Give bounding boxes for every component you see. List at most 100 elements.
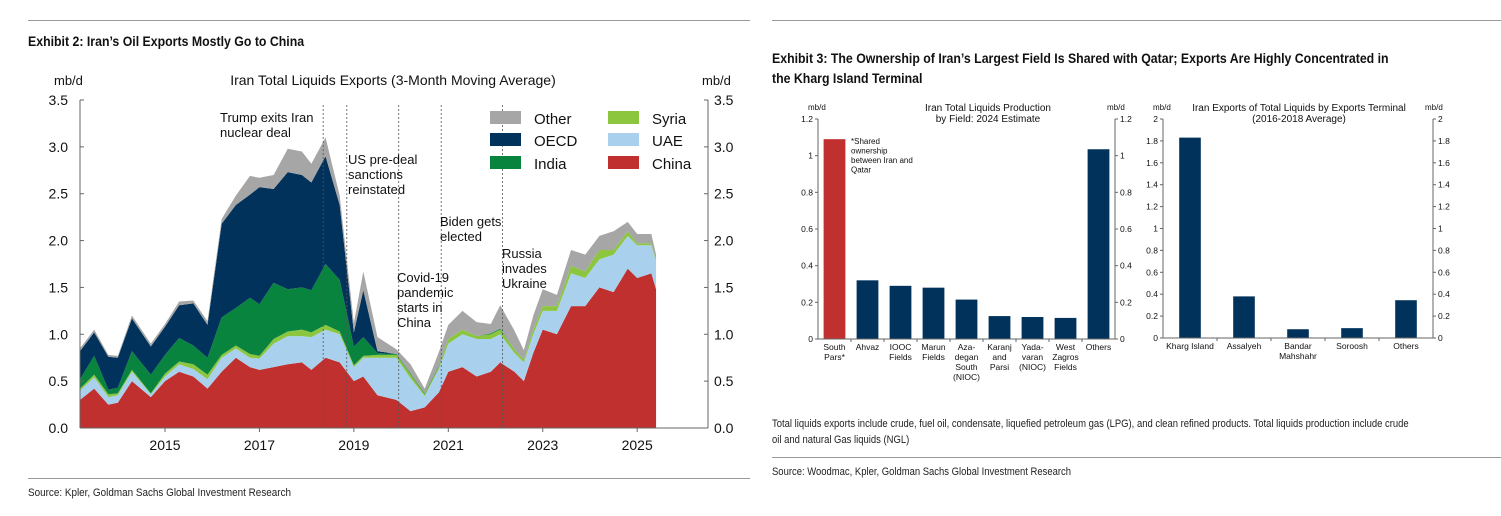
y-tick-label-right: 2 — [1438, 114, 1443, 124]
y-tick-label-left: 0.2 — [1146, 311, 1158, 321]
y-tick-label-left: 1.4 — [1146, 180, 1158, 190]
x-category-label: South — [955, 362, 977, 372]
y-tick-label-left: 0.8 — [1146, 245, 1158, 255]
x-category-label: Bandar — [1284, 341, 1312, 351]
y-tick-label-right: 0.8 — [1120, 187, 1132, 197]
area-other — [80, 137, 657, 394]
event-label: starts in — [397, 300, 443, 315]
y-tick-label-right: 0.0 — [714, 420, 734, 436]
legend-swatch-other — [490, 111, 521, 124]
y-tick-label-left: 1.6 — [1146, 158, 1158, 168]
y-axis-label-left: mb/d — [1153, 103, 1171, 112]
bar — [1287, 329, 1309, 338]
bar — [1021, 317, 1044, 339]
legend-label: China — [652, 156, 692, 173]
x-category-label: Marun — [921, 342, 945, 352]
x-category-label: Fields — [889, 352, 912, 362]
legend-swatch-china — [608, 156, 639, 169]
y-tick-label-right: 1.5 — [714, 279, 734, 295]
y-tick-label-right: 0.6 — [1120, 224, 1132, 234]
y-tick-label-right: 0.8 — [1438, 245, 1450, 255]
bar — [856, 280, 879, 339]
x-tick-label: 2021 — [433, 437, 464, 453]
legend-swatch-syria — [608, 111, 639, 124]
y-tick-label-left: 2.0 — [49, 233, 69, 249]
legend-label: India — [534, 156, 567, 173]
y-tick-label-right: 1.2 — [1438, 202, 1450, 212]
divider — [28, 20, 750, 21]
y-tick-label-left: 2.5 — [49, 186, 69, 202]
y-axis-label-left: mb/d — [808, 103, 826, 112]
y-axis-label-left: mb/d — [54, 73, 83, 88]
divider — [772, 457, 1501, 458]
legend-swatch-uae — [608, 133, 639, 146]
event-label: sanctions — [348, 167, 403, 182]
y-tick-label-right: 0.4 — [1438, 289, 1450, 299]
x-category-label: varan — [1022, 352, 1044, 362]
chart-title: Iran Exports of Total Liquids by Exports… — [1192, 103, 1406, 114]
y-tick-label-right: 0.6 — [1438, 267, 1450, 277]
x-category-label: IOOC — [890, 342, 912, 352]
exhibit3-note-line2: oil and natural Gas liquids (NGL) — [772, 434, 910, 446]
x-category-label: Parsi — [990, 362, 1009, 372]
y-tick-label-left: 1 — [1153, 224, 1158, 234]
y-tick-label-right: 2.0 — [714, 233, 734, 249]
exhibit3-note-line1: Total liquids exports include crude, fue… — [772, 418, 1409, 430]
y-tick-label-right: 0 — [1438, 333, 1443, 343]
y-tick-label-right: 1 — [1120, 151, 1125, 161]
area-syria — [80, 231, 657, 398]
legend-label: Syria — [652, 111, 687, 128]
y-axis-label-right: mb/d — [702, 73, 731, 88]
y-tick-label-right: 3.5 — [714, 92, 734, 108]
event-label: Ukraine — [502, 276, 547, 291]
chart-title: Iran Total Liquids Production — [925, 103, 1051, 114]
area-china — [80, 268, 657, 428]
x-category-label: Others — [1086, 342, 1112, 352]
bar — [889, 285, 912, 339]
bar — [823, 139, 846, 339]
bar — [1179, 137, 1201, 338]
annotation: *Shared — [851, 137, 880, 146]
y-tick-label-left: 3.5 — [49, 92, 69, 108]
event-label: elected — [440, 229, 482, 244]
x-category-label: Fields — [1054, 362, 1077, 372]
x-category-label: and — [992, 352, 1006, 362]
y-tick-label-left: 0.6 — [1146, 267, 1158, 277]
y-tick-label-left: 0.5 — [49, 373, 69, 389]
exhibit2-title: Exhibit 2: Iran’s Oil Exports Mostly Go … — [28, 33, 305, 49]
y-tick-label-left: 0 — [1153, 333, 1158, 343]
x-tick-label: 2019 — [338, 437, 369, 453]
bar — [1341, 328, 1363, 338]
event-label: nuclear deal — [220, 125, 291, 140]
annotation: Qatar — [851, 166, 871, 175]
y-axis-label-right: mb/d — [1107, 103, 1125, 112]
annotation: between Iran and — [851, 156, 913, 165]
x-category-label: Pars* — [824, 352, 845, 362]
y-tick-label-right: 1.4 — [1438, 180, 1450, 190]
legend-label: OECD — [534, 133, 578, 150]
exhibit3-title-line1: Exhibit 3: The Ownership of Iran’s Large… — [772, 50, 1389, 66]
y-tick-label-right: 1.2 — [1120, 114, 1132, 124]
x-category-label: West — [1056, 342, 1076, 352]
exhibit3-title-line2: the Kharg Island Terminal — [772, 70, 923, 86]
event-label: Russia — [502, 246, 543, 261]
y-tick-label-left: 1.2 — [801, 114, 813, 124]
x-category-label: Assalyeh — [1227, 341, 1262, 351]
x-category-label: Zagros — [1052, 352, 1078, 362]
x-category-label: degan — [955, 352, 979, 362]
legend-swatch-india — [490, 156, 521, 169]
y-tick-label-right: 1.6 — [1438, 158, 1450, 168]
event-label: reinstated — [348, 182, 405, 197]
x-category-label: Fields — [922, 352, 945, 362]
x-category-label: South — [823, 342, 845, 352]
event-label: invades — [502, 261, 547, 276]
x-category-label: Yada- — [1021, 342, 1043, 352]
bar — [1233, 296, 1255, 338]
x-category-label: Kharg Island — [1166, 341, 1214, 351]
y-tick-label-left: 0.4 — [1146, 289, 1158, 299]
y-tick-label-right: 0.2 — [1438, 311, 1450, 321]
y-tick-label-left: 0.0 — [49, 420, 69, 436]
x-tick-label: 2023 — [527, 437, 558, 453]
y-tick-label-right: 1.8 — [1438, 136, 1450, 146]
event-label: US pre-deal — [348, 152, 417, 167]
